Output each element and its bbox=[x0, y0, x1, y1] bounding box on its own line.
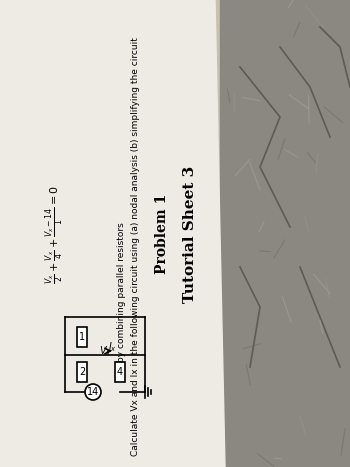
Circle shape bbox=[85, 384, 101, 400]
Text: by combining parallel resistors: by combining parallel resistors bbox=[118, 222, 126, 362]
Text: Calculate Vx and Ix in the following circuit using (a) nodal analysis (b) simpli: Calculate Vx and Ix in the following cir… bbox=[132, 37, 140, 456]
Text: 1: 1 bbox=[79, 332, 85, 342]
Text: 14: 14 bbox=[87, 387, 99, 397]
Text: $I_x$: $I_x$ bbox=[107, 340, 117, 354]
Polygon shape bbox=[0, 0, 225, 467]
Text: $V_x$: $V_x$ bbox=[99, 344, 111, 358]
Text: 2: 2 bbox=[79, 367, 85, 377]
Bar bbox=[77, 327, 87, 347]
Bar bbox=[115, 362, 125, 382]
Text: 4: 4 bbox=[117, 367, 123, 377]
Bar bbox=[77, 362, 87, 382]
Text: Tutorial Sheet 3: Tutorial Sheet 3 bbox=[183, 165, 197, 303]
Text: Problem 1: Problem 1 bbox=[155, 194, 169, 274]
Text: $\frac{V_x}{2}+\frac{V_x}{4}+\frac{V_x-14}{1}=0$: $\frac{V_x}{2}+\frac{V_x}{4}+\frac{V_x-1… bbox=[44, 184, 66, 283]
